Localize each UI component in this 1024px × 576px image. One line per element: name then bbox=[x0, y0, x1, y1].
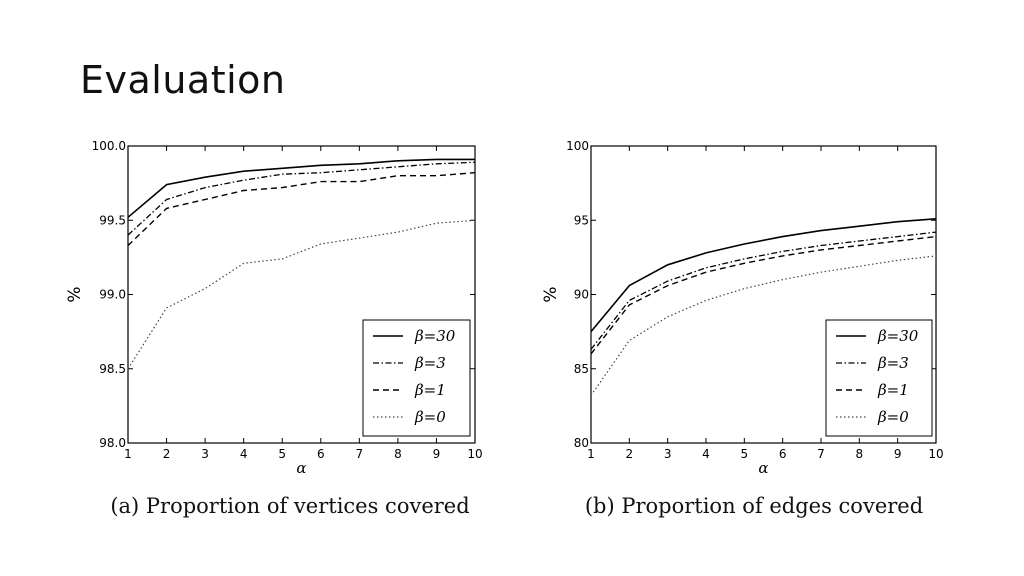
legend-label: β=1 bbox=[877, 381, 909, 399]
series-line-2 bbox=[127, 172, 476, 247]
y-tick-label: 99.0 bbox=[99, 288, 126, 302]
legend: β=30 β=3 β=1 β=0 bbox=[362, 319, 471, 437]
legend-label: β=30 bbox=[414, 327, 456, 345]
y-axis-label: % bbox=[65, 286, 85, 302]
chart-caption: (b) Proportion of edges covered bbox=[585, 494, 923, 518]
x-tick-label: 7 bbox=[356, 447, 364, 461]
x-tick-label: 2 bbox=[163, 447, 171, 461]
x-tick-label: 1 bbox=[587, 447, 595, 461]
x-tick-label: 7 bbox=[817, 447, 825, 461]
y-tick-label: 90 bbox=[574, 288, 589, 302]
x-tick-label: 5 bbox=[741, 447, 749, 461]
x-axis-label: α bbox=[296, 459, 306, 477]
x-tick-label: 10 bbox=[467, 447, 482, 461]
x-axis-label: α bbox=[758, 459, 768, 477]
y-tick-label: 100 bbox=[566, 139, 589, 153]
slide-title: Evaluation bbox=[80, 58, 286, 102]
x-tick-label: 8 bbox=[856, 447, 864, 461]
y-tick-label: 100.0 bbox=[92, 139, 126, 153]
series-line-2 bbox=[590, 235, 937, 355]
legend-label: β=30 bbox=[877, 327, 919, 345]
chart-caption: (a) Proportion of vertices covered bbox=[110, 494, 469, 518]
chart-b: 1 2 3 4 5 6 7 8 9 10 80 85 90 95 100 α% β=30 β=3 β=1 β=0 (b)… bbox=[541, 139, 944, 518]
series-line-0 bbox=[127, 158, 475, 218]
legend-label: β=0 bbox=[877, 408, 909, 426]
x-tick-label: 10 bbox=[928, 447, 943, 461]
y-tick-label: 95 bbox=[574, 213, 589, 227]
y-tick-label: 98.5 bbox=[99, 362, 126, 376]
x-tick-label: 4 bbox=[240, 447, 248, 461]
chart-a: 1 2 3 4 5 6 7 8 9 1098.098.599.099.5100.0α%β=30β=… bbox=[65, 139, 483, 518]
legend: β=30 β=3 β=1 β=0 bbox=[825, 319, 933, 437]
x-tick-label: 6 bbox=[779, 447, 787, 461]
x-tick-label: 2 bbox=[626, 447, 634, 461]
x-tick-label: 5 bbox=[278, 447, 286, 461]
y-tick-label: 99.5 bbox=[99, 213, 126, 227]
series-line-1 bbox=[590, 231, 937, 350]
legend-box bbox=[362, 319, 471, 437]
x-tick-label: 6 bbox=[317, 447, 325, 461]
x-tick-label: 9 bbox=[433, 447, 441, 461]
y-tick-label: 85 bbox=[574, 362, 589, 376]
x-tick-label: 3 bbox=[664, 447, 672, 461]
legend-box bbox=[825, 319, 933, 437]
legend-label: β=3 bbox=[877, 354, 909, 372]
x-tick-label: 8 bbox=[394, 447, 402, 461]
legend-label: β=0 bbox=[414, 408, 446, 426]
x-tick-label: 3 bbox=[201, 447, 209, 461]
series-line-0 bbox=[590, 218, 937, 333]
series-line-1 bbox=[127, 161, 476, 236]
series-line-3 bbox=[127, 219, 476, 370]
legend-label: β=1 bbox=[414, 381, 446, 399]
x-tick-label: 4 bbox=[702, 447, 710, 461]
y-tick-label: 80 bbox=[574, 436, 589, 450]
x-tick-label: 1 bbox=[124, 447, 132, 461]
y-axis-label: % bbox=[541, 286, 561, 302]
legend-label: β=3 bbox=[414, 354, 446, 372]
x-tick-label: 9 bbox=[894, 447, 902, 461]
y-tick-label: 98.0 bbox=[99, 436, 126, 450]
